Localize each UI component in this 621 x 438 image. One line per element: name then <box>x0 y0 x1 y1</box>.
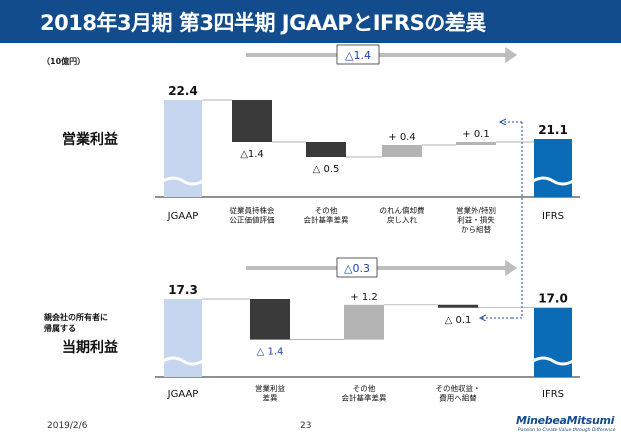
total-change-box <box>336 257 378 278</box>
data-label: + 0.1 <box>462 129 489 140</box>
page-title: 2018年3月期 第3四半期 JGAAPとIFRSの差異 <box>40 11 486 35</box>
category-label: 営業外/特別利益・損失から組替 <box>456 205 496 234</box>
category-label: IFRS <box>542 211 564 222</box>
company-logo: MinebeaMitsumi Passion to Create Value t… <box>516 414 616 436</box>
net-income-label: 当期利益 <box>62 340 118 356</box>
net-income-subtitle: 親会社の所有者に 帰属する <box>44 313 108 333</box>
total-change-label: △0.3 <box>344 262 370 275</box>
category-label: その他収益・費用へ組替 <box>436 383 481 403</box>
bar-営業利益 <box>250 299 290 340</box>
data-label: △ 0.5 <box>313 164 340 175</box>
title-bar: 2018年3月期 第3四半期 JGAAPとIFRSの差異 <box>0 0 621 43</box>
bar-営業外/特別 <box>456 142 496 145</box>
logo-tagline: Passion to Create Value through Differen… <box>518 428 616 433</box>
axis-break-wave <box>532 176 574 186</box>
data-label: + 1.2 <box>350 292 377 303</box>
bar-IFRS <box>534 307 572 377</box>
category-label: IFRS <box>542 389 564 400</box>
category-label: 従業員持株会公正価値評価 <box>230 205 275 225</box>
bar-その他 <box>306 142 346 157</box>
bar-のれん償却費 <box>382 145 422 157</box>
axis-break-wave <box>162 176 204 186</box>
axis-break-wave <box>162 356 204 366</box>
data-label: △1.4 <box>240 149 264 160</box>
bar-従業員持株会 <box>232 100 272 142</box>
operating-income-label: 営業利益 <box>62 132 118 148</box>
footer-date: 2019/2/6 <box>47 421 88 431</box>
category-label: その他会計基準差異 <box>304 205 349 225</box>
category-label: その他会計基準差異 <box>342 383 387 403</box>
axis-break-wave <box>532 356 574 366</box>
unit-label: （10億円） <box>42 57 86 66</box>
data-label: 17.3 <box>168 283 198 297</box>
bar-その他 <box>344 304 384 340</box>
category-label: JGAAP <box>167 389 199 400</box>
data-label: 17.0 <box>538 292 568 306</box>
data-label: △ 1.4 <box>257 347 284 358</box>
category-label: 営業利益差異 <box>255 383 285 403</box>
data-label: 21.1 <box>538 123 568 137</box>
data-label: △ 0.1 <box>445 315 472 326</box>
bar-JGAAP <box>164 299 202 377</box>
data-label: 22.4 <box>168 84 198 98</box>
category-label: JGAAP <box>167 211 199 222</box>
logo-brand: MinebeaMitsumi <box>516 414 615 427</box>
bar-その他収益・ <box>438 304 478 308</box>
dotted-connector <box>512 122 523 319</box>
bar-IFRS <box>534 139 572 197</box>
page-number: 23 <box>300 421 312 431</box>
data-label: + 0.4 <box>388 132 415 143</box>
total-change-label: △1.4 <box>345 49 371 62</box>
total-change-box <box>336 44 380 65</box>
category-label: のれん償却費戻し入れ <box>380 205 425 225</box>
